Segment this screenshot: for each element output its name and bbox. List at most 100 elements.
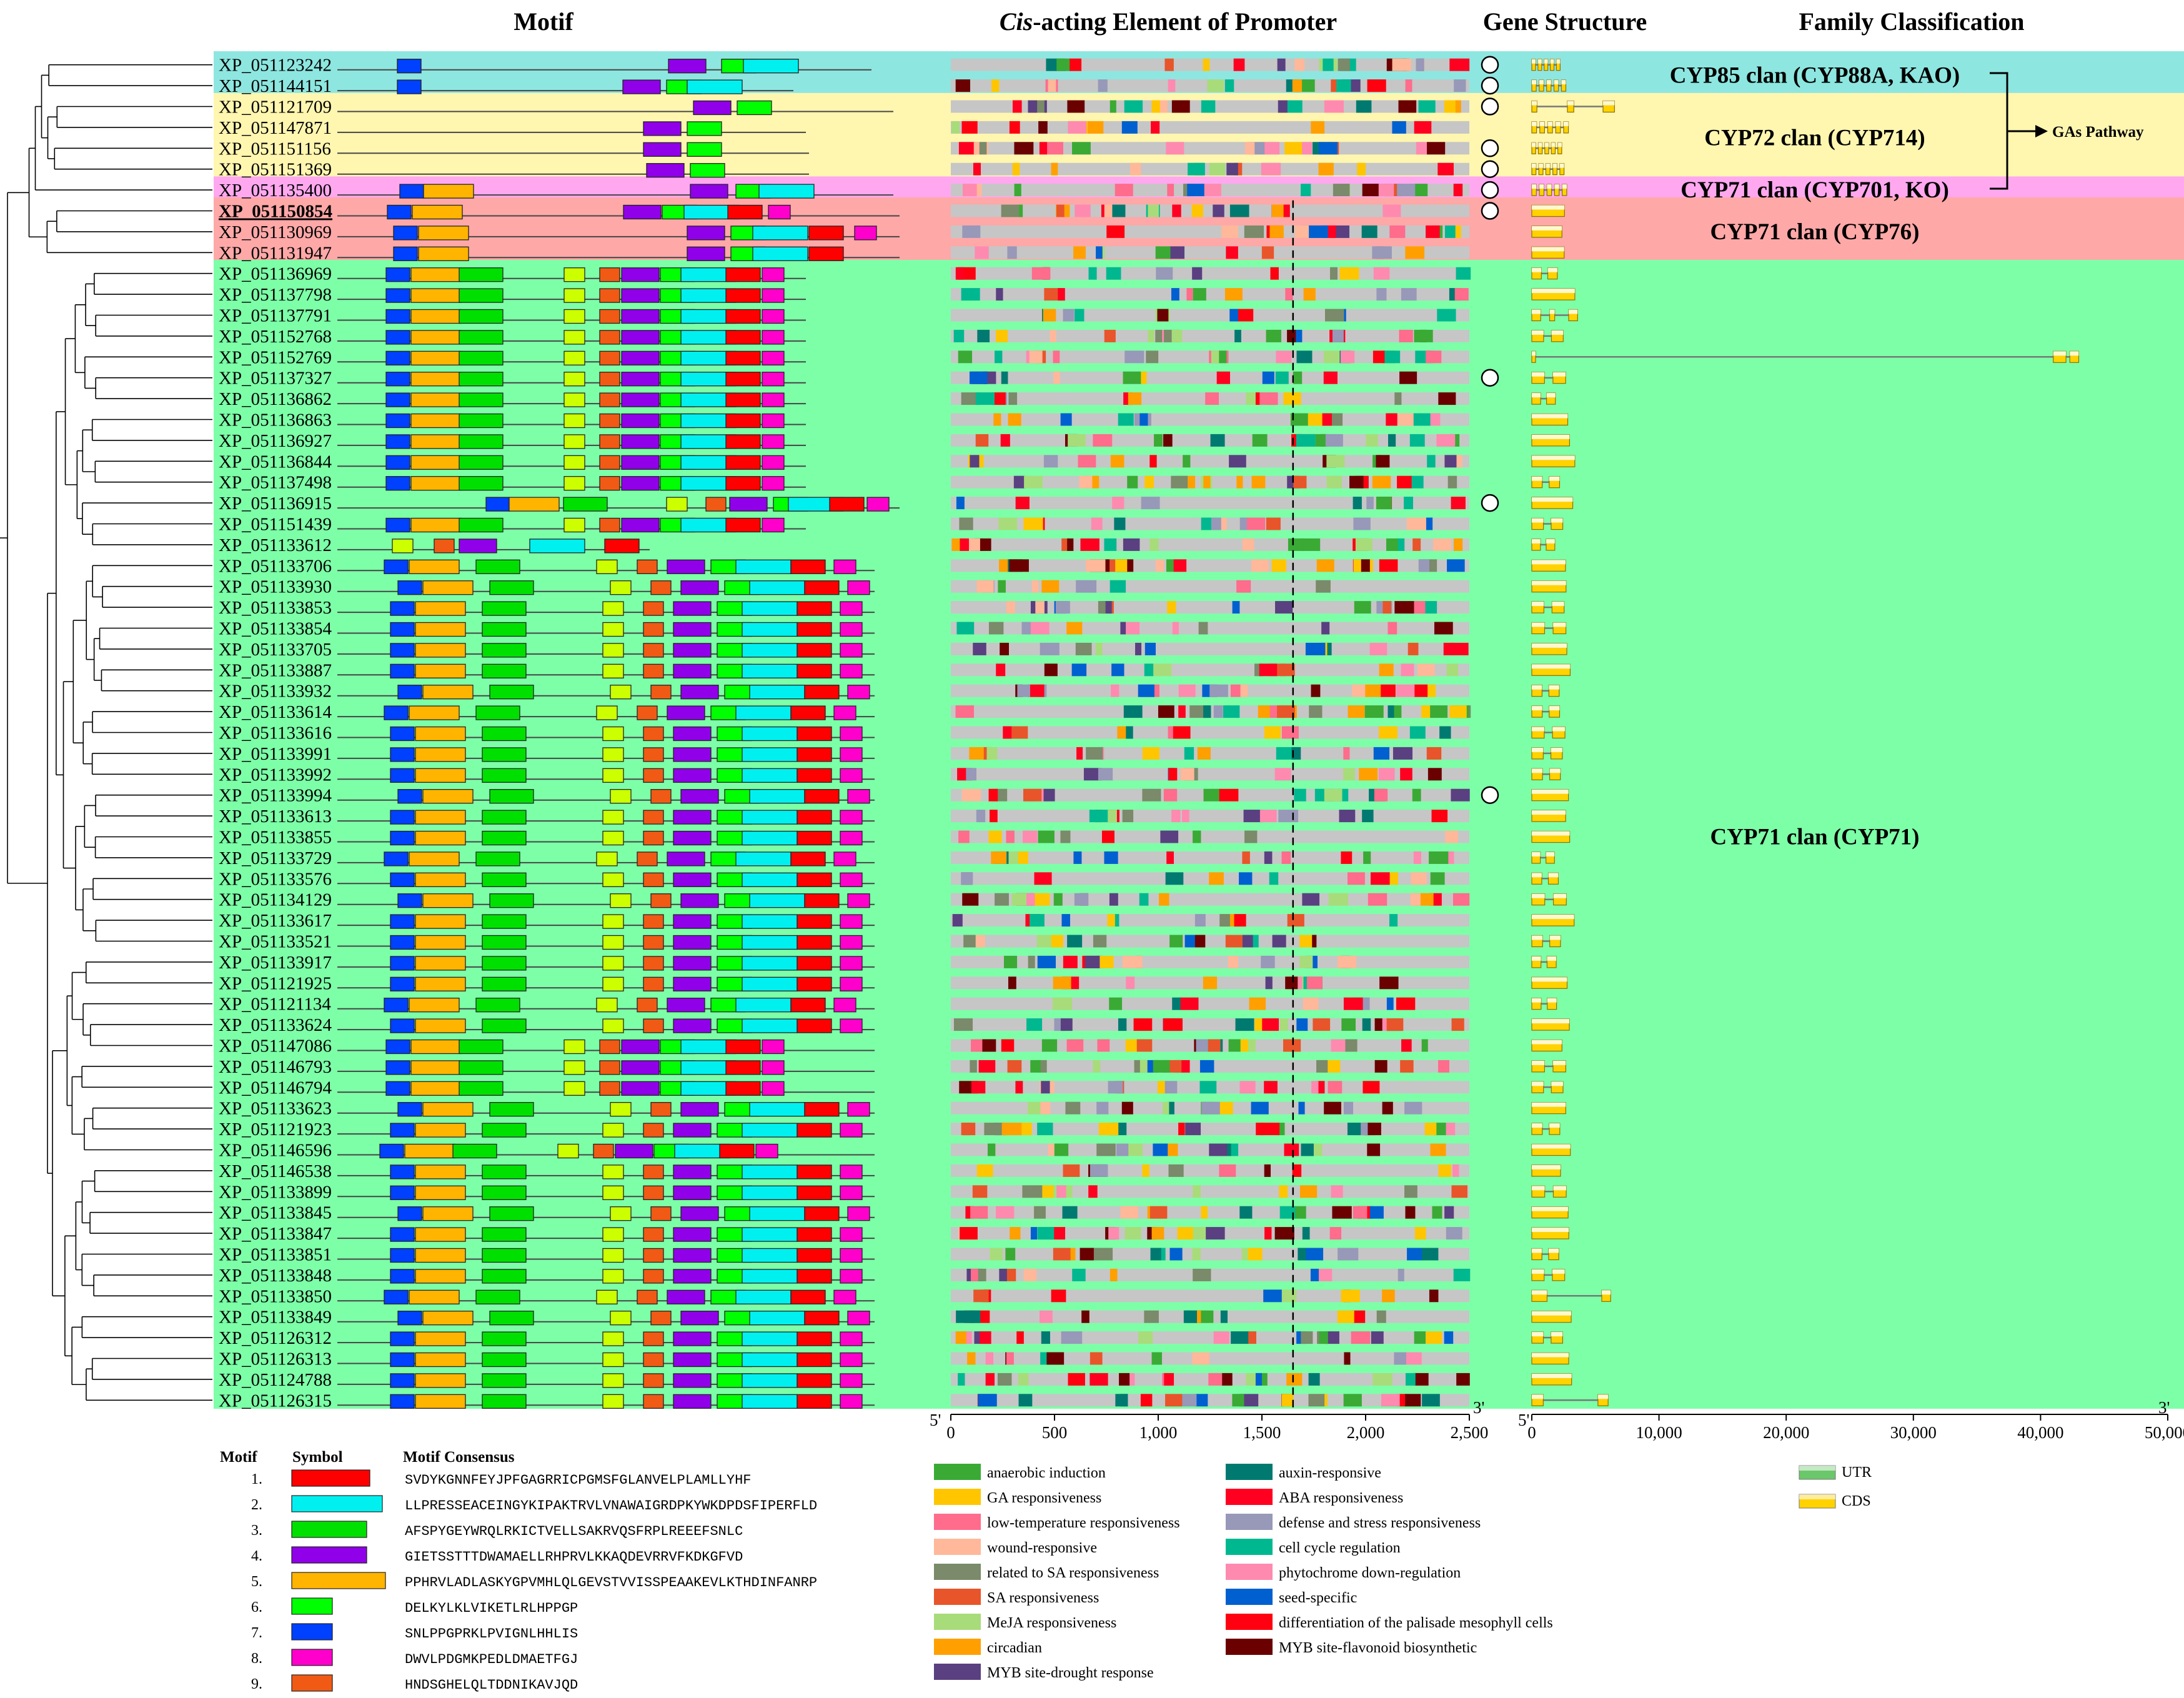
- cis-element: [1406, 1352, 1422, 1365]
- structure-marker-circle: [1481, 369, 1499, 387]
- gene-label: XP_051136863: [219, 410, 332, 430]
- motif-block: [742, 726, 798, 742]
- motif-block: [621, 309, 660, 324]
- cis-element: [1023, 830, 1038, 843]
- cis-element: [1112, 914, 1119, 927]
- cis-element: [1006, 830, 1015, 843]
- exon-highlight: [1532, 1353, 1569, 1358]
- motif-block: [482, 810, 527, 825]
- cis-element: [1365, 684, 1381, 697]
- cis-element: [1101, 830, 1114, 843]
- gene-label: XP_051152768: [219, 327, 332, 347]
- cis-element: [1109, 1268, 1118, 1281]
- cis-element: [1401, 1039, 1412, 1052]
- cis-element: [1270, 267, 1279, 280]
- cis-element: [1031, 267, 1051, 280]
- cis-element: [1248, 1331, 1256, 1344]
- gene-label: XP_051147086: [219, 1036, 332, 1056]
- motif-block: [393, 246, 418, 261]
- promoter-bar: [951, 559, 1469, 572]
- motif-block: [673, 872, 712, 887]
- cis-element: [1376, 497, 1392, 510]
- gene-label: XP_051146596: [219, 1141, 332, 1161]
- cis-element: [1287, 100, 1303, 113]
- cis-element: [1203, 976, 1218, 990]
- gene-label: XP_051136862: [219, 389, 332, 409]
- cis-element: [1083, 768, 1102, 781]
- cis-element: [1405, 1394, 1421, 1407]
- cis-element: [1293, 371, 1303, 384]
- motif-block: [680, 1206, 719, 1221]
- cis-element: [1088, 1185, 1098, 1198]
- exon-highlight: [1532, 1332, 1544, 1337]
- motif-block: [758, 184, 815, 199]
- cis-element: [975, 392, 995, 405]
- motif-block: [742, 768, 798, 783]
- cis-element: [1006, 1352, 1014, 1365]
- gas-pathway-bracket: GAs Pathway: [1990, 72, 2144, 190]
- cis-element: [1135, 642, 1142, 655]
- cis-element: [1039, 142, 1048, 155]
- motif-block: [673, 976, 712, 991]
- cis-element: [1104, 329, 1116, 342]
- cis-element: [1228, 955, 1239, 968]
- motif-block: [475, 1289, 520, 1304]
- motif-block: [673, 1373, 712, 1388]
- motif-block: [384, 1289, 409, 1304]
- family-classification-title: Family Classification: [1799, 7, 2024, 36]
- cis-element: [1201, 1101, 1220, 1115]
- motif-block: [673, 1185, 712, 1200]
- motif-block: [808, 246, 844, 261]
- exon-highlight: [1532, 998, 1541, 1003]
- motif-block: [725, 372, 761, 387]
- motif-block: [409, 998, 460, 1013]
- cis-element: [1167, 1101, 1174, 1115]
- cis-element: [1091, 517, 1103, 530]
- motif-block: [482, 1269, 527, 1284]
- motif-block: [742, 872, 798, 887]
- motif-block: [482, 1018, 527, 1033]
- motif-block: [489, 580, 534, 595]
- motif-block: [643, 914, 664, 929]
- promoter-bar: [951, 1206, 1469, 1219]
- cis-legend-swatch: [934, 1539, 981, 1555]
- cis-element: [1038, 121, 1048, 134]
- cis-element: [1203, 705, 1211, 718]
- motif-block: [742, 935, 798, 950]
- cis-element: [1124, 350, 1144, 364]
- motif-block: [621, 267, 660, 282]
- motif-block: [390, 1394, 415, 1409]
- motif-block: [840, 810, 863, 825]
- cis-element: [1008, 976, 1016, 990]
- cis-element: [1160, 830, 1179, 843]
- motif-block: [475, 998, 520, 1013]
- motif-block: [409, 851, 460, 866]
- cis-element: [1264, 851, 1273, 864]
- cis-element: [1456, 267, 1471, 280]
- cis-legend-swatch: [934, 1589, 981, 1605]
- cis-element: [1056, 1185, 1066, 1198]
- motif-block: [390, 1352, 415, 1368]
- cis-element: [1259, 810, 1277, 823]
- motif-block: [599, 455, 620, 470]
- cis-element: [961, 872, 973, 885]
- motif-legend-header: Motif: [220, 1449, 257, 1466]
- motif-block: [808, 226, 844, 241]
- structure-marker-circle: [1481, 494, 1499, 512]
- cis-element: [1018, 851, 1028, 864]
- three-prime-label: 3': [1473, 1398, 1484, 1417]
- cis-legend-swatch: [1226, 1514, 1273, 1530]
- cis-element: [1371, 1331, 1384, 1344]
- gene-label: XP_051126315: [219, 1391, 332, 1411]
- promoter-bar: [951, 601, 1469, 614]
- cis-element: [1114, 184, 1133, 197]
- exon-highlight: [1547, 184, 1552, 189]
- cis-element: [1316, 1081, 1325, 1094]
- motif-block: [397, 1102, 422, 1117]
- promoter-bar: [951, 1352, 1469, 1365]
- cis-element: [1046, 1352, 1065, 1365]
- cis-element: [1128, 1373, 1135, 1386]
- gene-label: XP_051126313: [219, 1349, 332, 1369]
- cis-element: [1023, 517, 1043, 530]
- cis-element: [1376, 455, 1390, 468]
